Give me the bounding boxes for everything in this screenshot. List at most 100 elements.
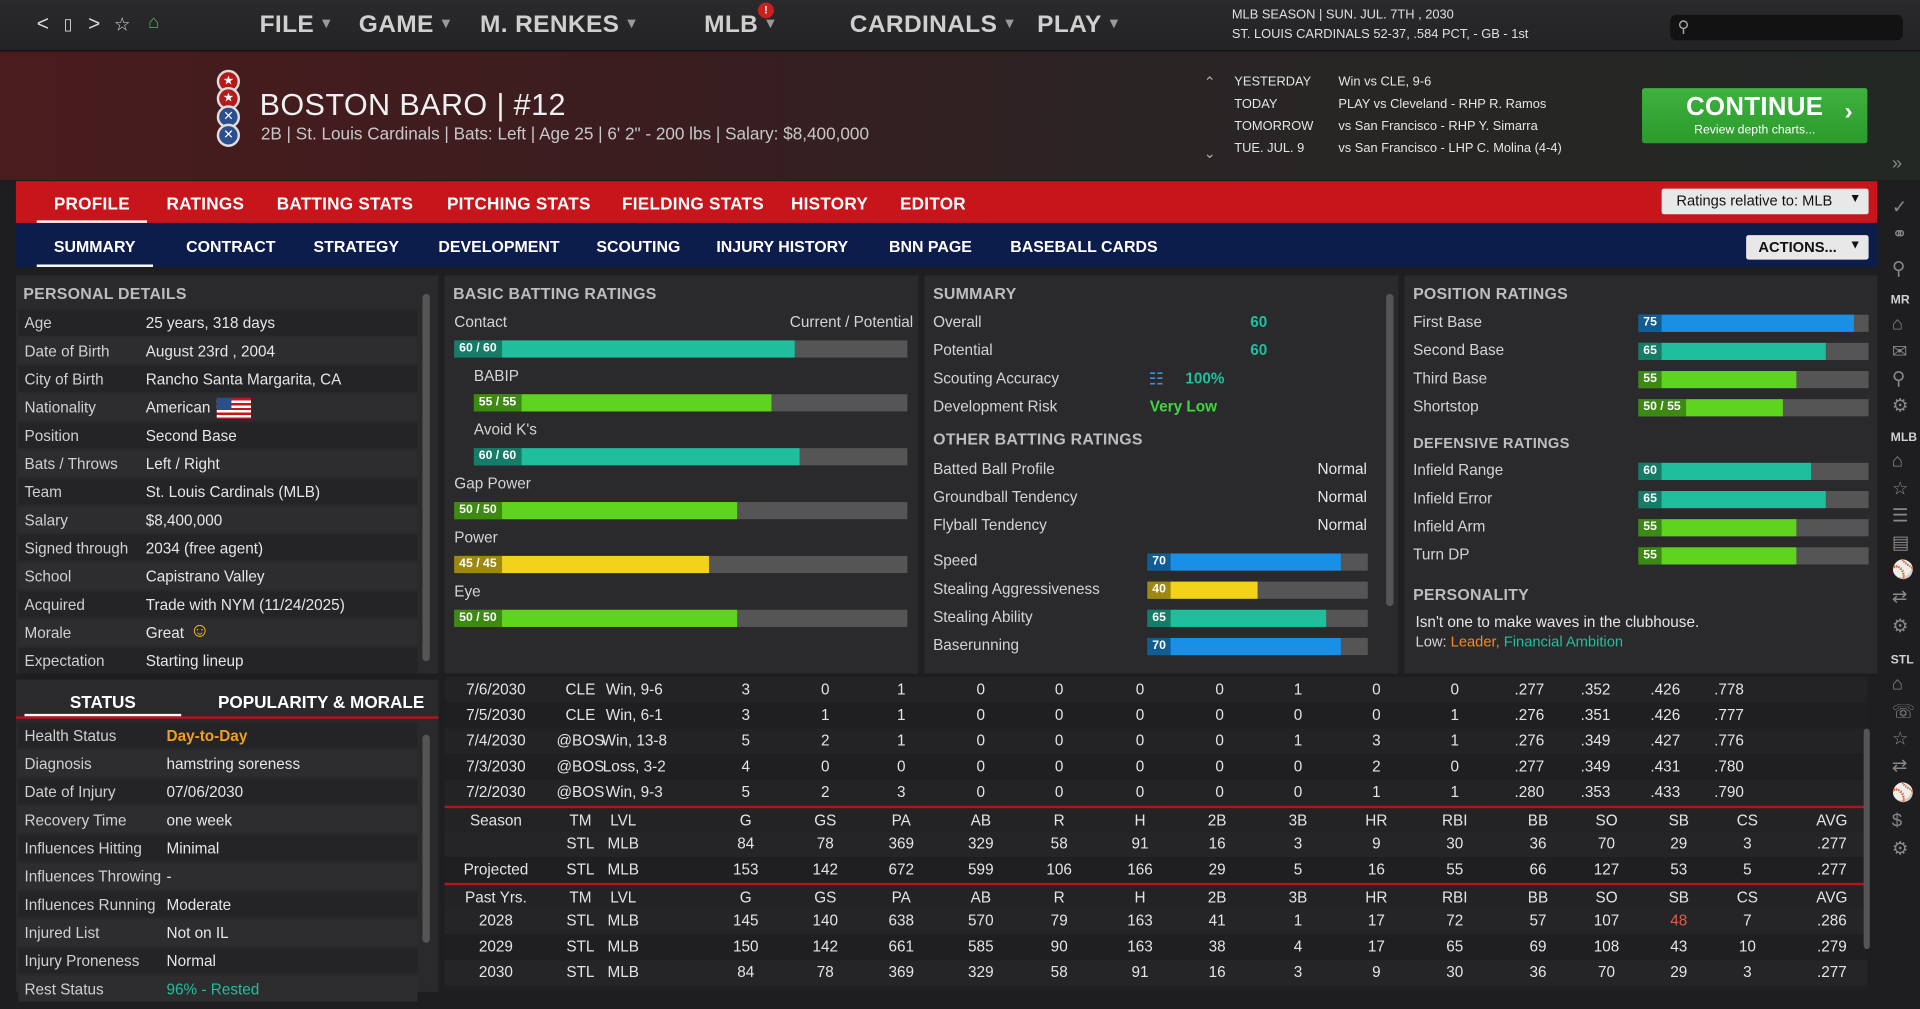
schedule-game[interactable]: Win vs CLE, 9-6 bbox=[1338, 74, 1432, 90]
tab-editor[interactable]: EDITOR bbox=[900, 193, 966, 214]
tab-status[interactable]: STATUS bbox=[24, 692, 182, 717]
past-year-row[interactable]: 2029 STL MLB 150 142 661 585 90 163 38 4 17 65 69 108 4… bbox=[444, 934, 1868, 961]
game-log-row[interactable]: 7/5/2030 CLE Win, 6-1 3 1 1 0 0 0 0 0 0 1 .276 .351 .42… bbox=[444, 702, 1868, 729]
transfer-icon[interactable]: ⇄ bbox=[1891, 586, 1908, 608]
tab-popularity-morale[interactable]: POPULARITY & MORALE bbox=[217, 691, 425, 712]
past-year-row[interactable]: 2030 STL MLB 84 78 369 329 58 91 16 3 9 30 36 70 29 3 .27… bbox=[444, 960, 1868, 986]
secondary-tabs: SUMMARY CONTRACT STRATEGY DEVELOPMENT SC… bbox=[15, 224, 1878, 267]
star-icon[interactable]: ☆ bbox=[1891, 478, 1909, 500]
gear-icon[interactable]: ⚙ bbox=[1891, 838, 1909, 860]
check-icon[interactable]: ✓ bbox=[1891, 197, 1908, 218]
menu-file[interactable]: FILE ▼ bbox=[259, 11, 334, 38]
summary-value: 60 bbox=[1250, 341, 1268, 359]
table-cell: 3 bbox=[1293, 835, 1303, 853]
menu-mlb[interactable]: MLB ▼ bbox=[704, 11, 779, 38]
list-icon[interactable]: ☰ bbox=[1891, 505, 1909, 527]
phone-icon[interactable]: ☏ bbox=[1891, 701, 1915, 723]
tab-batting-stats[interactable]: BATTING STATS bbox=[276, 193, 414, 214]
game-log-row[interactable]: 7/2/2030 @BOS Win, 9-3 5 2 3 0 0 0 0 0 1 1 .280 .353 .4… bbox=[444, 780, 1868, 806]
tab-injury-history[interactable]: INJURY HISTORY bbox=[716, 237, 849, 256]
column-header: SB bbox=[1668, 811, 1690, 829]
actions-button[interactable]: ACTIONS... ▼ bbox=[1746, 235, 1869, 260]
game-log-row[interactable]: 7/4/2030 @BOS Win, 13-8 5 2 1 0 0 0 0 1 3 1 .276 .349.… bbox=[444, 728, 1868, 755]
tab-history[interactable]: HISTORY bbox=[791, 193, 868, 214]
home-icon[interactable]: ⌂ bbox=[1891, 313, 1903, 335]
table-cell: .277 bbox=[1816, 835, 1847, 853]
chevron-up-icon[interactable]: ⌃ bbox=[1203, 73, 1217, 91]
alert-badge[interactable]: ! bbox=[757, 2, 774, 19]
detail-value: Rancho Santa Margarita, CA bbox=[145, 371, 342, 389]
tab-development[interactable]: DEVELOPMENT bbox=[438, 237, 560, 256]
pin-icon[interactable]: ⚲ bbox=[1891, 258, 1906, 280]
scrollbar[interactable] bbox=[1863, 728, 1870, 949]
game-log-row[interactable]: 7/6/2030 CLE Win, 9-6 3 0 1 0 0 0 0 1 0 0 .277 .352 .42… bbox=[444, 677, 1868, 703]
detail-row: Position Second Base bbox=[18, 422, 418, 449]
globe-icon[interactable]: ⚭ bbox=[1891, 224, 1908, 245]
ratings-relative-select[interactable]: Ratings relative to: MLB ▼ bbox=[1661, 188, 1869, 215]
back-icon[interactable]: < bbox=[36, 12, 49, 36]
table-cell: 145 bbox=[732, 912, 759, 930]
tab-fielding-stats[interactable]: FIELDING STATS bbox=[622, 193, 764, 214]
tab-pitching-stats[interactable]: PITCHING STATS bbox=[446, 193, 591, 214]
game-log-row[interactable]: 7/3/2030 @BOS Loss, 3-2 4 0 0 0 0 0 0 0 2 0 .277 .349.… bbox=[444, 754, 1868, 781]
page-icon[interactable]: ▯ bbox=[63, 14, 73, 34]
player-header bbox=[0, 51, 1920, 181]
tab-scouting[interactable]: SCOUTING bbox=[596, 237, 681, 256]
rating-bar: 50 / 50 bbox=[454, 609, 908, 627]
table-cell: 0 bbox=[821, 757, 830, 776]
tab-summary[interactable]: SUMMARY bbox=[36, 237, 153, 267]
transfer-icon[interactable]: ⇄ bbox=[1891, 755, 1908, 777]
menu-game[interactable]: GAME ▼ bbox=[358, 11, 454, 38]
gear-icon[interactable]: ⚙ bbox=[1891, 395, 1909, 417]
search-input[interactable]: ⚲ bbox=[1670, 14, 1903, 41]
season-row[interactable]: STLMLB847836932958911639303670293.277.35… bbox=[444, 831, 1868, 858]
tab-profile[interactable]: PROFILE bbox=[36, 193, 148, 223]
season-row[interactable]: Projected STL MLB 153 142 672 599 106 166 29 5 16 55… bbox=[444, 857, 1868, 883]
search-icon[interactable]: ⚲ bbox=[1891, 368, 1906, 390]
table-cell: 0 bbox=[1054, 706, 1064, 724]
table-cell: 1 bbox=[1293, 732, 1303, 750]
forward-icon[interactable]: > bbox=[88, 12, 101, 36]
table-cell: MLB bbox=[607, 860, 639, 878]
mail-icon[interactable]: ✉ bbox=[1891, 341, 1908, 363]
position-bar: 55 bbox=[1638, 519, 1869, 537]
schedule-game[interactable]: vs San Francisco - LHP C. Molina (4-4) bbox=[1338, 140, 1562, 156]
column-header: SO bbox=[1595, 811, 1618, 829]
trait-financial: Financial Ambition bbox=[1503, 633, 1624, 651]
scrollbar[interactable] bbox=[1386, 293, 1394, 607]
menu-play[interactable]: PLAY ▼ bbox=[1037, 11, 1122, 38]
chart-icon[interactable]: ▤ bbox=[1891, 532, 1910, 554]
home-icon[interactable]: ⌂ bbox=[148, 12, 160, 34]
dollar-icon[interactable]: $ bbox=[1891, 810, 1903, 832]
table-cell: 0 bbox=[1135, 757, 1145, 776]
column-header: H bbox=[1134, 811, 1146, 829]
table-cell: 57 bbox=[1529, 912, 1547, 930]
home-icon[interactable]: ⌂ bbox=[1891, 450, 1903, 472]
tab-ratings[interactable]: RATINGS bbox=[166, 193, 245, 214]
tab-strategy[interactable]: STRATEGY bbox=[313, 237, 399, 256]
gear-icon[interactable]: ⚙ bbox=[1891, 615, 1909, 637]
scrollbar[interactable] bbox=[422, 293, 430, 662]
menu-cardinals[interactable]: CARDINALS ▼ bbox=[849, 11, 1018, 38]
star-icon[interactable]: ☆ bbox=[1891, 728, 1909, 750]
tab-baseball-cards[interactable]: BASEBALL CARDS bbox=[1010, 237, 1158, 256]
schedule-game[interactable]: PLAY vs Cleveland - RHP R. Ramos bbox=[1338, 96, 1547, 112]
menu-manager[interactable]: M. RENKES ▼ bbox=[480, 11, 640, 38]
detail-label: Position bbox=[24, 427, 79, 445]
scrollbar[interactable] bbox=[422, 734, 430, 943]
tab-bnn-page[interactable]: BNN PAGE bbox=[888, 237, 972, 256]
personality-title: PERSONALITY bbox=[1413, 585, 1529, 604]
past-year-row[interactable]: 2028 STL MLB 145 140 638 570 79 163 41 1 17 72 57 107 4… bbox=[444, 908, 1868, 935]
home-icon[interactable]: ⌂ bbox=[1891, 673, 1903, 695]
tab-contract[interactable]: CONTRACT bbox=[186, 237, 276, 256]
chevron-down-icon[interactable]: ⌄ bbox=[1203, 144, 1217, 162]
baseball-icon[interactable]: ⚾ bbox=[1891, 782, 1915, 804]
table-cell: .276 bbox=[1514, 706, 1545, 724]
star-icon[interactable]: ☆ bbox=[113, 14, 131, 36]
continue-button[interactable]: CONTINUE Review depth charts... › bbox=[1642, 88, 1868, 144]
rating-bar-label: 50 / 50 bbox=[454, 502, 502, 520]
schedule-game[interactable]: vs San Francisco - RHP Y. Simarra bbox=[1338, 118, 1538, 134]
baseball-icon[interactable]: ⚾ bbox=[1891, 559, 1915, 581]
table-cell: 91 bbox=[1131, 963, 1149, 981]
double-chevron-icon[interactable]: » bbox=[1891, 153, 1903, 174]
